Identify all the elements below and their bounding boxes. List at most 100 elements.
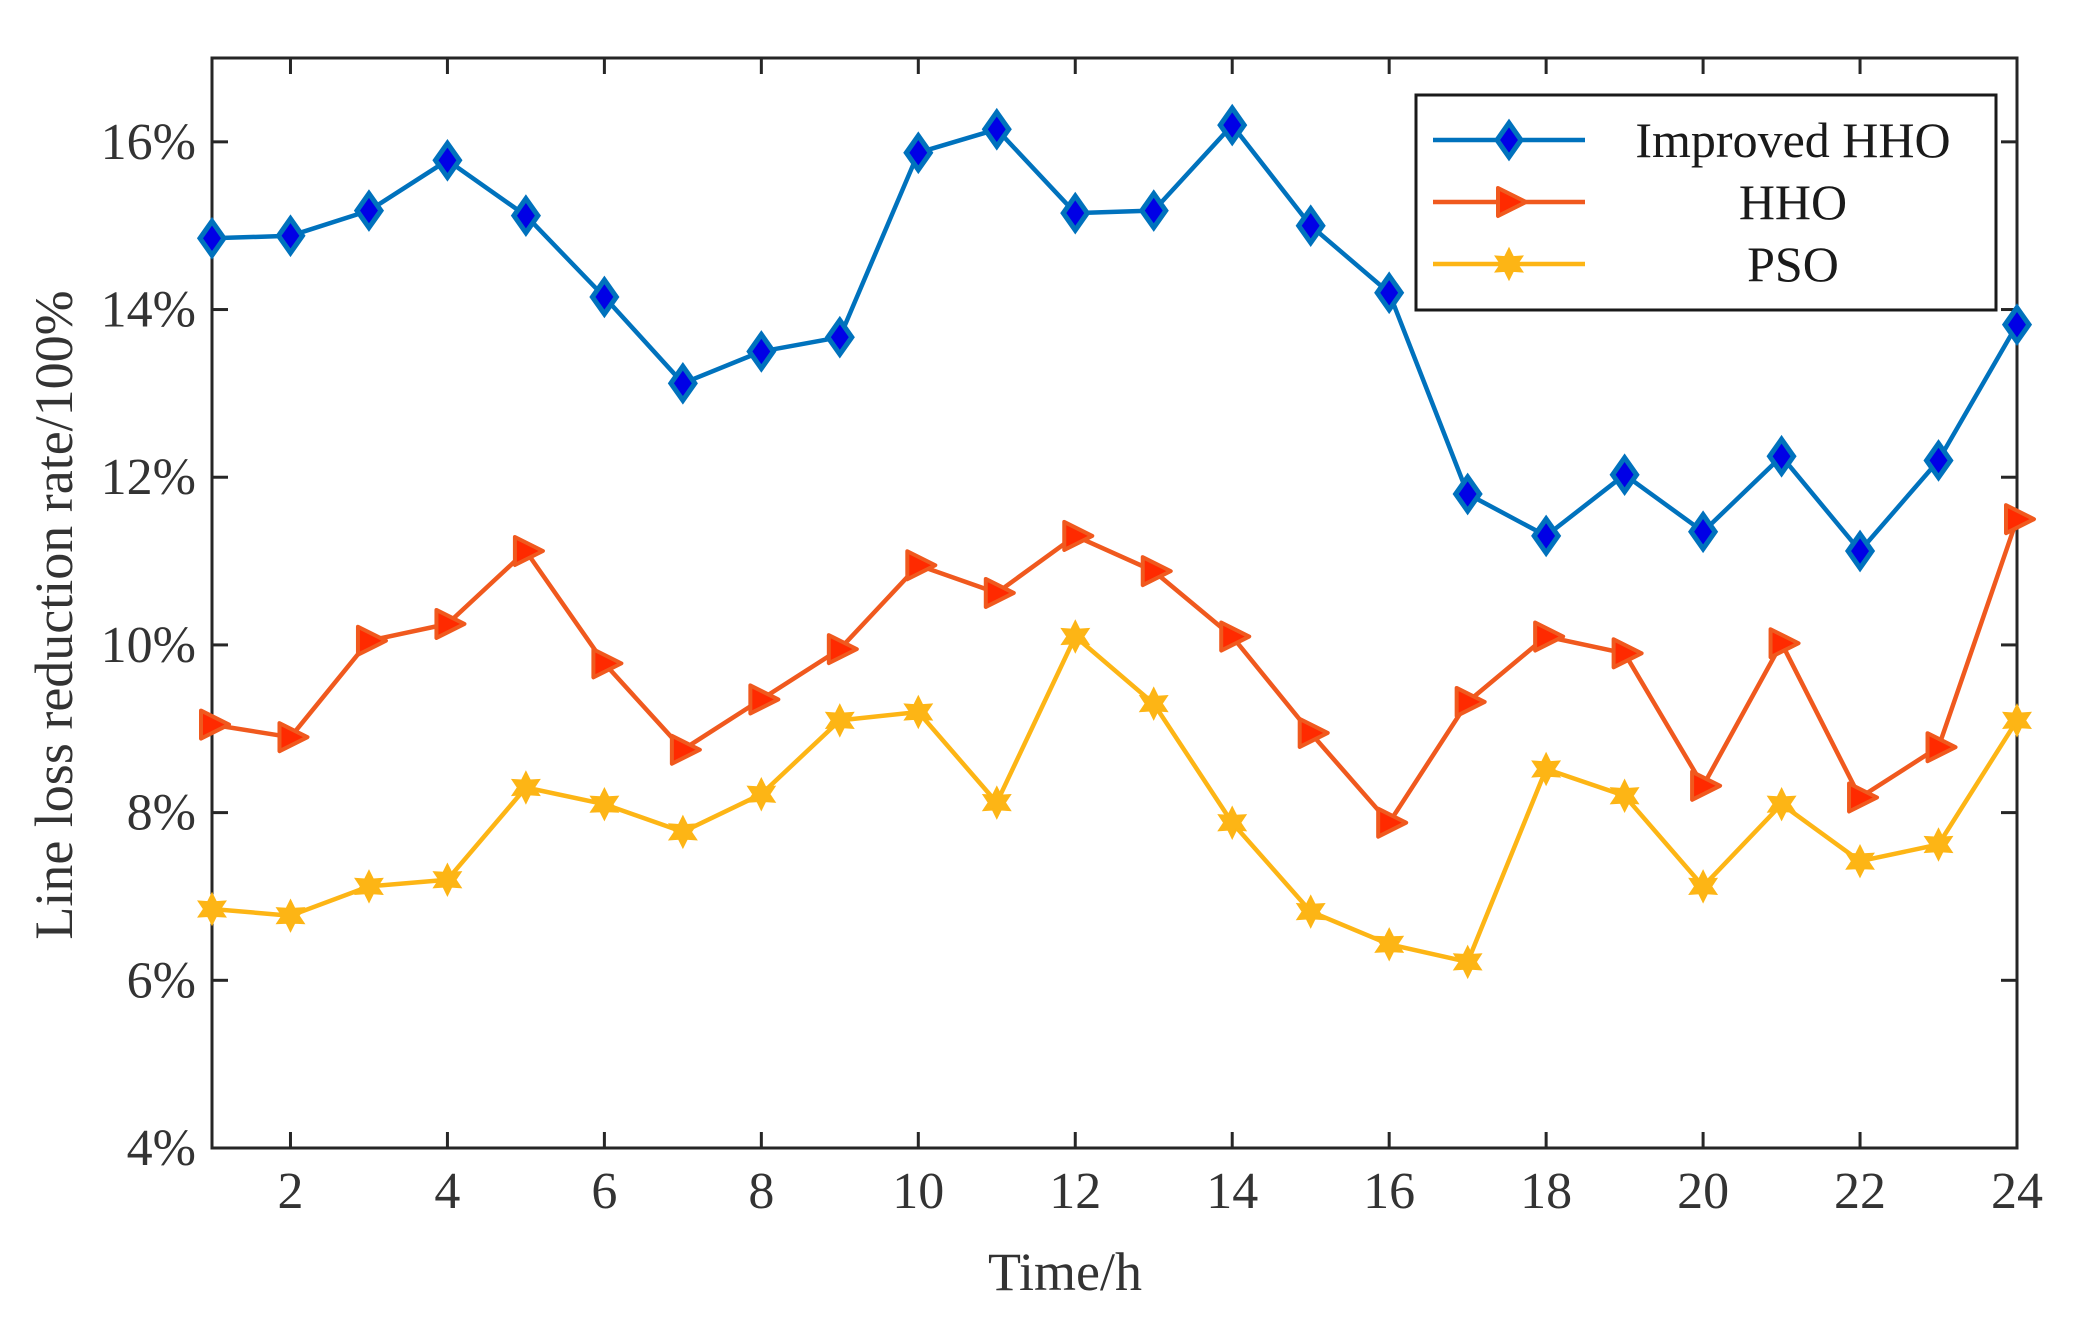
data-point: [1609, 453, 1640, 497]
data-point: [748, 683, 781, 716]
legend-label: Improved HHO: [1635, 112, 1950, 168]
x-tick-label: 16: [1363, 1163, 1415, 1220]
data-point: [1297, 716, 1330, 749]
data-point: [1766, 434, 1797, 478]
series-layer: [196, 103, 2036, 980]
data-point: [1295, 894, 1326, 929]
data-point: [1217, 103, 1248, 147]
data-point: [903, 694, 934, 730]
x-tick-label: 22: [1834, 1163, 1886, 1220]
data-point: [1533, 620, 1566, 653]
x-axis-label: Time/h: [988, 1242, 1142, 1302]
data-point: [1611, 637, 1644, 670]
data-point: [1609, 778, 1640, 814]
data-point: [1688, 869, 1719, 904]
data-point: [1374, 271, 1405, 315]
x-tick-label: 18: [1520, 1163, 1572, 1220]
data-point: [1219, 620, 1252, 653]
data-point: [905, 549, 938, 582]
data-point: [434, 607, 467, 640]
legend-marker: [1496, 186, 1528, 218]
data-point: [983, 576, 1016, 609]
data-point: [981, 107, 1012, 151]
legend-marker: [1493, 118, 1525, 162]
data-point: [354, 869, 384, 904]
data-point: [669, 733, 702, 766]
y-axis: 4% 6% 8% 10% 12% 14% 16%: [101, 114, 2017, 1177]
data-point: [510, 770, 541, 805]
data-point: [746, 330, 777, 373]
data-point: [1376, 806, 1409, 839]
data-point: [1138, 189, 1169, 232]
x-tick-label: 6: [591, 1163, 617, 1220]
data-point: [589, 786, 620, 822]
x-tick-label: 2: [277, 1163, 303, 1220]
data-point: [1847, 781, 1880, 814]
data-point: [1138, 686, 1169, 721]
data-point: [277, 721, 310, 754]
data-point: [2002, 703, 2032, 738]
data-point: [1531, 751, 1562, 787]
x-tick-label: 20: [1677, 1163, 1729, 1220]
legend-label: HHO: [1739, 174, 1847, 230]
data-point: [746, 776, 777, 812]
data-point: [667, 361, 698, 405]
series-improved-hho: [196, 103, 2033, 573]
data-point: [275, 898, 306, 933]
data-point: [2004, 503, 2036, 536]
data-point: [903, 131, 934, 175]
data-point: [1060, 619, 1091, 654]
data-point: [275, 214, 306, 258]
data-point: [824, 315, 855, 359]
data-point: [1140, 555, 1173, 588]
data-point: [1923, 439, 1954, 482]
legend: Improved HHO HHO PSO: [1414, 93, 1998, 312]
legend-item: Improved HHO: [1433, 112, 1951, 168]
x-axis: 2 4 6 8 10 12 14 16 18 20 22 24: [277, 58, 2043, 1220]
data-point: [199, 708, 231, 741]
y-tick-label: 8%: [127, 785, 196, 842]
data-point: [1452, 472, 1483, 516]
data-point: [591, 647, 624, 680]
data-point: [353, 189, 385, 232]
data-point: [981, 785, 1012, 820]
data-point: [1690, 769, 1723, 802]
series-hho: [199, 503, 2036, 839]
data-point: [1688, 510, 1719, 554]
y-tick-label: 14%: [101, 282, 196, 339]
data-point: [432, 862, 463, 897]
series-line: [211, 122, 2019, 554]
data-point: [2001, 303, 2033, 346]
y-tick-label: 16%: [101, 114, 196, 171]
data-point: [1844, 529, 1876, 573]
x-tick-label: 8: [748, 1163, 774, 1220]
y-axis-label: Line loss reduction rate/100%: [24, 290, 84, 939]
legend-label: PSO: [1747, 236, 1839, 292]
data-point: [1923, 827, 1954, 862]
data-point: [1454, 685, 1487, 718]
data-point: [1768, 627, 1801, 660]
data-point: [1217, 805, 1248, 840]
x-tick-label: 14: [1206, 1163, 1258, 1220]
data-point: [196, 216, 228, 260]
data-point: [1452, 944, 1483, 980]
series-line: [211, 634, 2019, 965]
data-point: [826, 633, 859, 666]
data-point: [1766, 786, 1797, 822]
data-point: [1295, 204, 1326, 248]
data-point: [1060, 191, 1091, 235]
series-line: [211, 518, 2020, 825]
data-point: [1845, 843, 1875, 879]
y-tick-label: 10%: [101, 617, 196, 674]
y-tick-label: 4%: [127, 1120, 196, 1177]
x-tick-label: 10: [892, 1163, 944, 1220]
data-point: [512, 535, 545, 568]
x-tick-label: 12: [1049, 1163, 1101, 1220]
data-point: [355, 624, 388, 657]
legend-marker: [1494, 246, 1524, 282]
data-point: [510, 194, 541, 237]
data-point: [197, 891, 227, 927]
legend-item: HHO: [1433, 174, 1847, 230]
x-tick-label: 4: [434, 1163, 460, 1220]
